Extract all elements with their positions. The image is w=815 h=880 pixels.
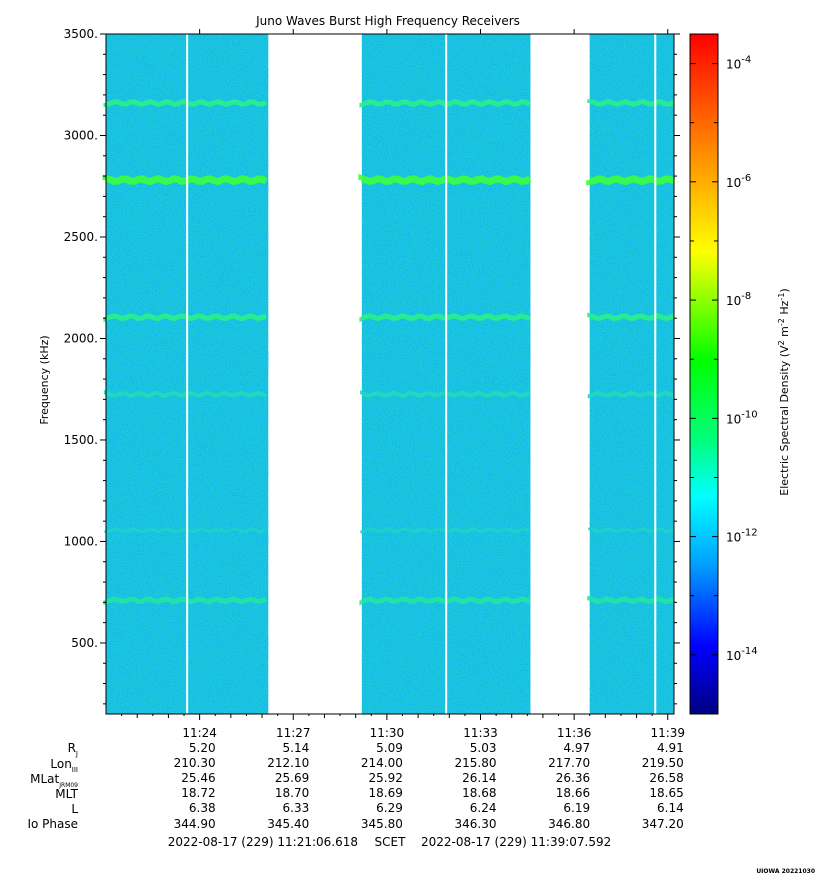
x-tick-label: 11:36 — [557, 726, 592, 740]
data-gap-line — [186, 34, 189, 714]
emission-band — [587, 312, 675, 322]
ephemeris-value: 5.09 — [376, 741, 403, 755]
colorbar-label: Electric Spectral Density (V2 m-2 Hz-1) — [777, 288, 791, 495]
y-tick-label: 500. — [71, 636, 98, 650]
emission-band — [103, 596, 268, 606]
colorbar-tick-label: 10-8 — [726, 291, 751, 308]
x-tick-label: 11:33 — [463, 726, 498, 740]
ephemeris-value: 4.97 — [563, 741, 590, 755]
ephem-label-mlt: MLT — [55, 787, 78, 801]
ephemeris-value: 25.92 — [369, 771, 403, 785]
ephemeris-value: 6.14 — [657, 801, 684, 815]
time-range: 2022-08-17 (229) 11:21:06.618 SCET 2022-… — [168, 835, 612, 849]
ephem-label-io: Io Phase — [27, 817, 78, 831]
ephemeris-value: 6.24 — [470, 801, 497, 815]
ephemeris-value: 5.03 — [470, 741, 497, 755]
ephemeris-value: 6.19 — [563, 801, 590, 815]
ephemeris-value: 345.80 — [361, 817, 403, 831]
time-range-end: 2022-08-17 (229) 11:39:07.592 — [421, 835, 611, 849]
y-tick-label: 3500. — [64, 27, 98, 41]
x-axis: 11:24 11:27 11:30 11:33 11:36 11:39 — [121, 29, 685, 740]
emission-band — [104, 389, 267, 398]
ephem-label-mlat: MLatJRM09 — [30, 772, 78, 789]
emission-band — [587, 98, 675, 108]
ephemeris-value: 6.29 — [376, 801, 403, 815]
plot-area — [102, 33, 676, 715]
ephemeris-value: 18.69 — [369, 786, 403, 800]
ephemeris-value: 219.50 — [642, 756, 684, 770]
ephem-label-rj: RJ — [68, 741, 78, 758]
emission-band — [587, 390, 675, 399]
y-tick-label: 2500. — [64, 230, 98, 244]
plot-frame — [105, 33, 675, 715]
data-gap-line — [654, 34, 657, 714]
emission-band — [359, 98, 531, 108]
chart-title: Juno Waves Burst High Frequency Receiver… — [255, 14, 520, 28]
colorbar-tick-label: 10-6 — [726, 173, 751, 190]
emission-band — [586, 175, 676, 186]
x-tick-label: 11:27 — [276, 726, 311, 740]
emission-band — [360, 527, 531, 534]
ephemeris-value: 217.70 — [548, 756, 590, 770]
emission-band — [104, 527, 267, 534]
colorbar-tick-label: 10-10 — [726, 409, 758, 426]
ephemeris-value: 4.91 — [657, 741, 684, 755]
colorbar-tick-label: 10-14 — [726, 646, 758, 663]
ephemeris-value: 344.90 — [174, 817, 216, 831]
ephemeris-value: 347.20 — [642, 817, 684, 831]
credit-label: UIOWA 20221030 — [756, 868, 815, 875]
ephemeris-value: 214.00 — [361, 756, 403, 770]
emission-band — [588, 527, 675, 534]
ephemeris-value: 346.30 — [455, 817, 497, 831]
ephemeris-value: 18.72 — [181, 786, 215, 800]
ephemeris-value: 346.80 — [548, 817, 590, 831]
ephemeris-value: 25.69 — [275, 771, 309, 785]
y-tick-label: 1000. — [64, 534, 98, 548]
ephemeris-value: 18.65 — [649, 786, 683, 800]
ephem-label-lon: LonIII — [50, 757, 78, 774]
time-range-label: SCET — [375, 835, 407, 849]
ephem-label-l: L — [71, 802, 78, 816]
emission-band — [359, 596, 531, 606]
x-tick-label: 11:39 — [650, 726, 685, 740]
ephemeris-value: 345.40 — [267, 817, 309, 831]
ephemeris-value: 6.38 — [189, 801, 216, 815]
colorbar-tick-label: 10-4 — [726, 55, 751, 72]
y-tick-label: 1500. — [64, 433, 98, 447]
time-range-start: 2022-08-17 (229) 11:21:06.618 — [168, 835, 358, 849]
emission-band — [358, 173, 532, 186]
ephemeris-value: 25.46 — [181, 771, 215, 785]
colorbar: 10-4 10-6 10-8 10-10 10-12 10-14 — [689, 33, 758, 715]
ephemeris-value: 18.70 — [275, 786, 309, 800]
x-tick-label: 11:30 — [370, 726, 405, 740]
ephemeris-value: 5.20 — [189, 741, 216, 755]
emission-band — [103, 98, 268, 108]
ephemeris-value: 210.30 — [174, 756, 216, 770]
ephemeris-value: 5.14 — [283, 741, 310, 755]
emission-band — [359, 390, 531, 398]
ephemeris-value: 26.36 — [556, 771, 590, 785]
y-axis: 500. 1000. 1500. 2000. 2500. 3000. 3500. — [64, 27, 680, 705]
ephemeris-value: 215.80 — [455, 756, 497, 770]
spectrogram-noise — [589, 34, 674, 714]
x-tick-label: 11:24 — [182, 726, 217, 740]
y-tick-label: 3000. — [64, 128, 98, 142]
emission-band — [102, 174, 268, 186]
ephemeris-value: 212.10 — [267, 756, 309, 770]
emission-band — [103, 313, 267, 323]
ephemeris-value: 18.68 — [462, 786, 496, 800]
data-gap-line — [445, 34, 448, 714]
ephemeris-value: 18.66 — [556, 786, 590, 800]
y-axis-label: Frequency (kHz) — [38, 335, 51, 424]
colorbar-gradient — [689, 33, 719, 715]
ephemeris-value: 6.33 — [283, 801, 310, 815]
y-tick-label: 2000. — [64, 331, 98, 345]
emission-band — [359, 313, 531, 323]
colorbar-tick-label: 10-12 — [726, 528, 758, 545]
ephemeris-table: RJ LonIII MLatJRM09 MLT L Io Phase 5.20 5… — [27, 741, 683, 831]
ephemeris-value: 26.14 — [462, 771, 496, 785]
emission-band — [587, 595, 675, 605]
ephemeris-value: 26.58 — [649, 771, 683, 785]
